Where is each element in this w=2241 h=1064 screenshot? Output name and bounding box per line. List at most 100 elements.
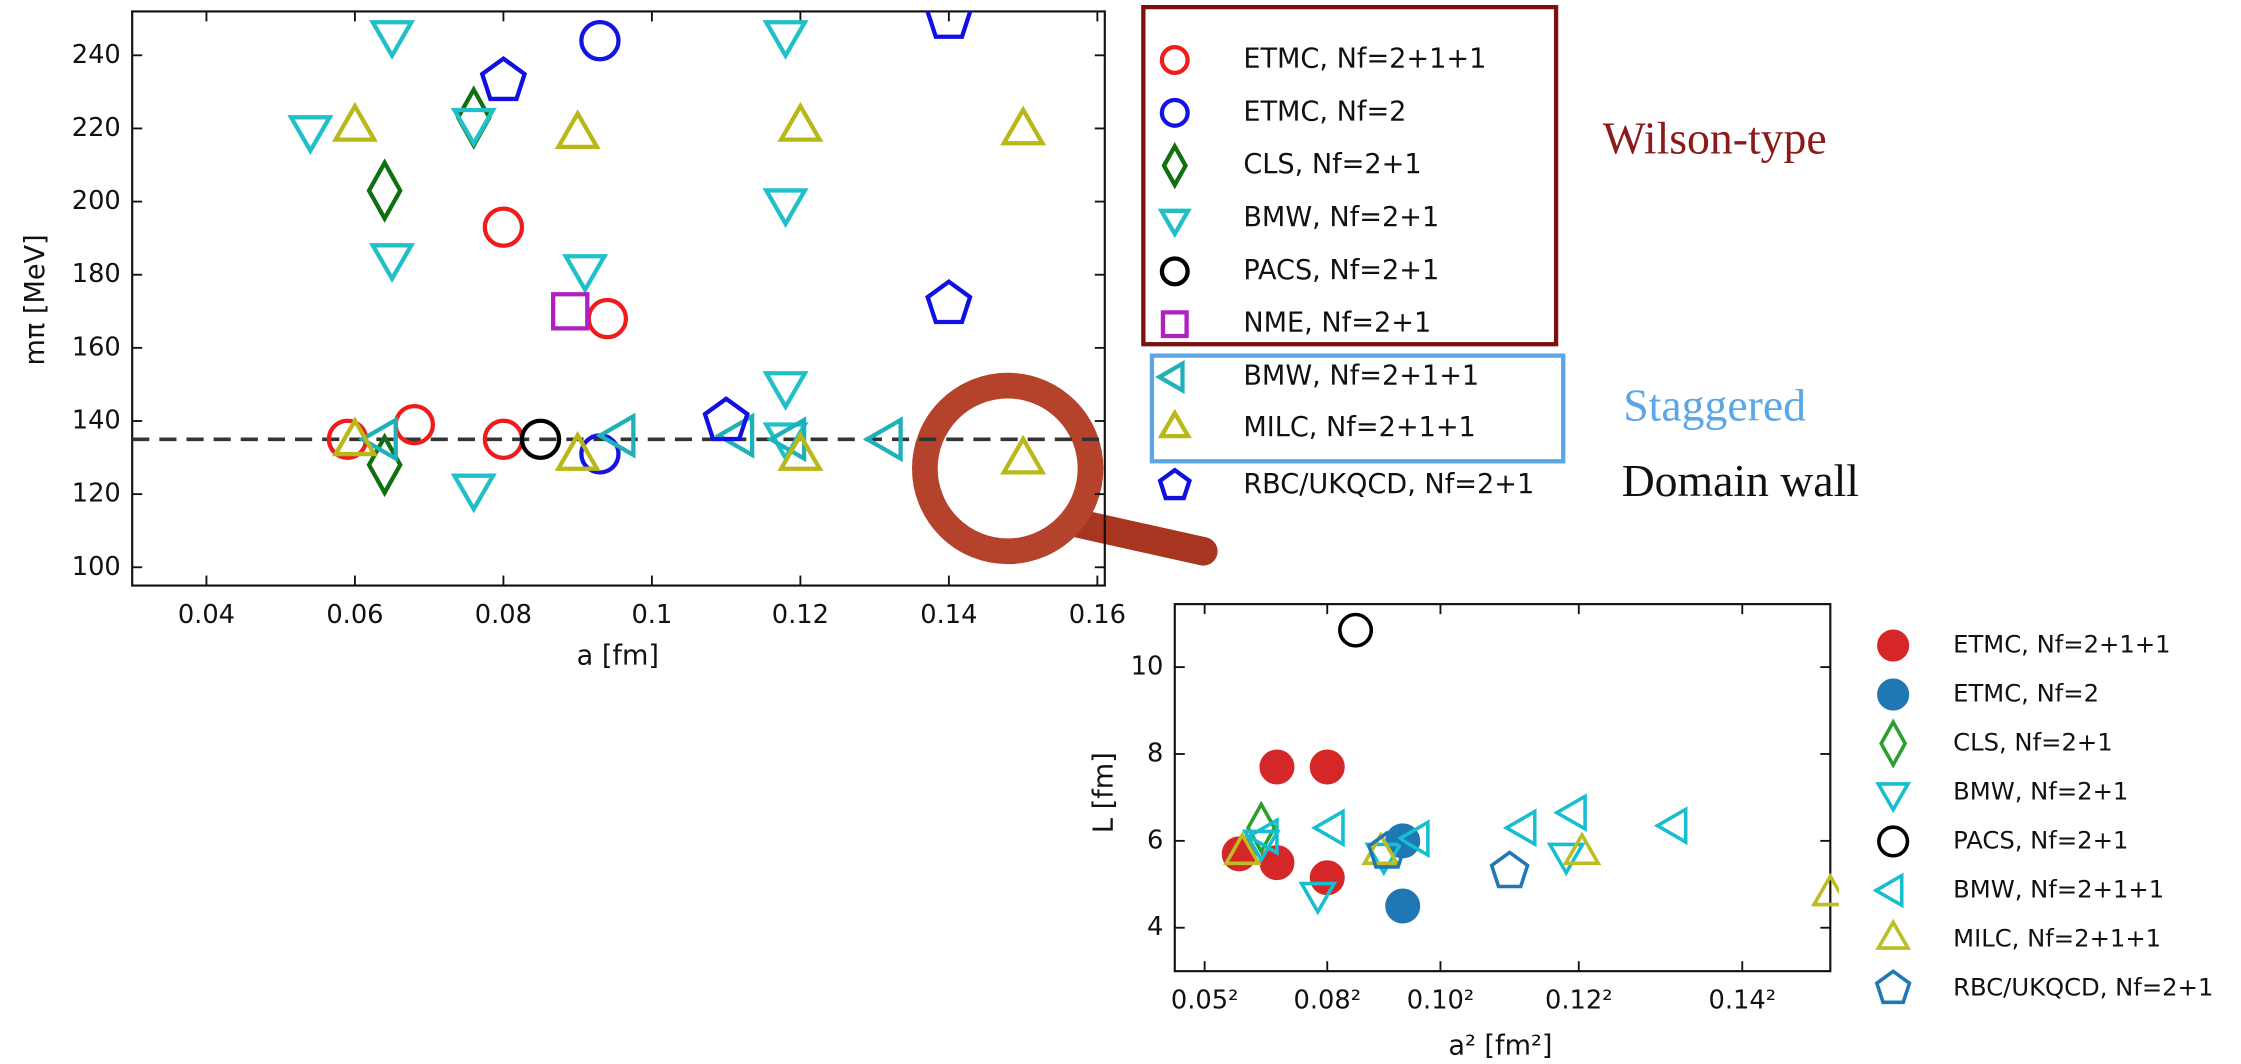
marker	[1004, 439, 1043, 472]
x-tick-label: 0.06	[326, 600, 383, 630]
plot-frame	[1175, 604, 1831, 971]
y-tick-label: 180	[72, 259, 121, 289]
marker	[781, 106, 820, 139]
x-tick-label: 0.12	[772, 600, 829, 630]
legend-marker	[1162, 259, 1188, 285]
y-tick-label: 160	[72, 332, 121, 362]
marker	[454, 476, 493, 509]
legend-label: BMW, Nf=2+1+1	[1243, 361, 1479, 392]
marker	[566, 256, 605, 289]
legend-marker	[1881, 722, 1905, 765]
legend-label: MILC, Nf=2+1+1	[1953, 923, 2161, 952]
legend-marker	[1159, 364, 1182, 391]
marker	[1312, 751, 1343, 782]
marker	[369, 163, 400, 219]
legend-label: MILC, Nf=2+1+1	[1243, 412, 1476, 443]
plot-frame	[132, 11, 1105, 585]
y-tick-label: 6	[1147, 825, 1163, 855]
marker	[485, 209, 522, 246]
marker	[766, 22, 805, 55]
y-tick-label: 140	[72, 405, 121, 435]
legend-label: RBC/UKQCD, Nf=2+1	[1953, 972, 2213, 1001]
marker	[766, 373, 805, 406]
x-tick-label: 0.08	[475, 600, 532, 630]
legend-label: CLS, Nf=2+1	[1243, 149, 1421, 180]
page: {"chart_data": [ {"type": "scatter", "xl…	[0, 0, 2241, 1064]
marker	[373, 22, 412, 55]
x-tick-label: 0.16	[1069, 600, 1126, 630]
x-tick-label: 0.1	[631, 600, 672, 630]
y-tick-label: 200	[72, 186, 121, 216]
x-tick-label: 0.14²	[1709, 986, 1777, 1016]
legend-label: RBC/UKQCD, Nf=2+1	[1243, 469, 1534, 500]
legend-label: CLS, Nf=2+1	[1953, 728, 2113, 757]
x-tick-label: 0.04	[178, 600, 235, 630]
legend-label: BMW, Nf=2+1	[1953, 777, 2128, 806]
marker	[1550, 844, 1583, 872]
x-tick-label: 0.05²	[1171, 986, 1239, 1016]
magnifier-icon	[925, 386, 1203, 552]
plot-area	[132, 0, 1105, 509]
marker	[373, 245, 412, 278]
legend-marker	[1162, 100, 1188, 126]
legend-label: BMW, Nf=2+1+1	[1953, 874, 2164, 903]
y-tick-label: 8	[1147, 738, 1163, 768]
marker	[458, 90, 489, 146]
marker	[1492, 852, 1528, 886]
x-tick-label: 0.14	[920, 600, 977, 630]
legend-marker	[1878, 784, 1908, 810]
marker	[1387, 890, 1418, 921]
legend-marker	[1162, 47, 1188, 73]
legend-label: PACS, Nf=2+1	[1953, 825, 2128, 854]
legend-label: BMW, Nf=2+1	[1243, 202, 1439, 233]
marker	[1340, 614, 1371, 645]
y-tick-label: 120	[72, 479, 121, 509]
x-tick-label: 0.10²	[1407, 986, 1475, 1016]
y-axis-label: mπ [MeV]	[20, 234, 51, 365]
group-annotation: Domain wall	[1622, 455, 1859, 506]
x-tick-label: 0.12²	[1545, 986, 1613, 1016]
marker	[1312, 862, 1343, 893]
legend-marker	[1879, 680, 1908, 709]
marker	[1566, 835, 1599, 863]
marker	[482, 59, 524, 99]
marker	[1004, 110, 1043, 143]
legend-label: ETMC, Nf=2	[1953, 679, 2099, 708]
marker	[581, 22, 618, 59]
legend-marker	[1160, 470, 1189, 498]
legend-label: ETMC, Nf=2+1+1	[1953, 630, 2170, 659]
marker	[1315, 811, 1343, 844]
legend-marker	[1877, 971, 1910, 1002]
marker	[291, 117, 330, 150]
marker	[558, 113, 597, 146]
figure: 0.04 0.06 0.08 0.1 0.12 0.14 0.16 100 120 140 160 1…	[0, 0, 2241, 1064]
marker	[1506, 811, 1534, 844]
plot-area	[1224, 614, 1847, 921]
legend-label: PACS, Nf=2+1	[1243, 255, 1439, 286]
x-axis-label: a² [fm²]	[1448, 1030, 1552, 1061]
marker	[336, 106, 375, 139]
marker	[589, 300, 626, 337]
y-axis-label: L [fm]	[1088, 752, 1119, 833]
legend-marker	[1878, 922, 1908, 948]
marker	[1657, 809, 1685, 842]
y-tick-label: 4	[1147, 912, 1163, 942]
group-annotation: Wilson-type	[1603, 112, 1827, 163]
marker	[928, 282, 970, 322]
group-annotation: Staggered	[1623, 379, 1806, 430]
y-tick-label: 100	[72, 552, 121, 582]
marker	[553, 294, 587, 328]
x-axis-label: a [fm]	[577, 640, 659, 671]
y-tick-label: 220	[72, 113, 121, 143]
marker	[719, 416, 752, 455]
legend-marker	[1879, 631, 1908, 660]
y-tick-label: 240	[72, 40, 121, 70]
x-tick-label: 0.08²	[1294, 986, 1362, 1016]
legend-label: ETMC, Nf=2+1+1	[1243, 43, 1486, 74]
legend-marker	[1161, 211, 1188, 234]
legend-marker	[1163, 312, 1187, 336]
marker	[766, 190, 805, 223]
legend-marker	[1164, 146, 1186, 185]
marker	[1557, 796, 1585, 829]
marker	[1261, 751, 1292, 782]
